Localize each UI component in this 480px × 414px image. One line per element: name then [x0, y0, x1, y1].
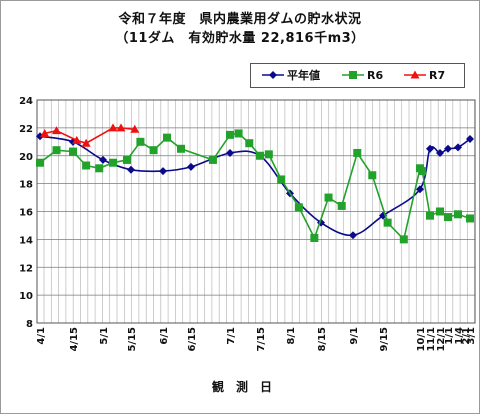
data-point — [349, 231, 357, 240]
x-tick-label: 6/1 — [159, 327, 170, 345]
data-point — [256, 151, 264, 160]
data-point — [294, 203, 303, 212]
data-point — [52, 146, 61, 155]
legend-entries: 平年値 R6 R7 — [262, 68, 445, 82]
data-point — [245, 139, 254, 148]
x-tick-label: 6/15 — [187, 327, 198, 352]
data-point — [40, 128, 50, 137]
data-point — [226, 148, 234, 157]
data-point — [399, 235, 408, 244]
data-point — [454, 210, 462, 219]
data-point — [264, 150, 273, 159]
data-point — [116, 123, 126, 132]
x-tick-label: 12/1 — [436, 327, 447, 352]
data-point — [466, 135, 474, 144]
data-point — [368, 171, 377, 180]
series-3 — [40, 123, 140, 147]
y-tick-label: 14 — [19, 235, 33, 246]
data-point — [99, 155, 107, 164]
x-tick-label: 7/15 — [256, 327, 267, 352]
data-point — [130, 124, 140, 133]
data-point — [95, 164, 104, 173]
x-tick-label: 11/1 — [426, 327, 437, 352]
x-tick-label: 9/15 — [379, 327, 390, 352]
x-tick-label: 5/15 — [127, 327, 138, 352]
y-tick-label: 12 — [19, 263, 33, 274]
y-tick-label: 18 — [19, 180, 33, 191]
data-point — [337, 201, 346, 210]
data-point — [444, 144, 452, 153]
legend-label: R7 — [429, 69, 445, 82]
x-tick-label: 2/1 — [461, 327, 472, 345]
y-tick-label: 20 — [19, 152, 33, 163]
data-point — [81, 138, 91, 147]
data-point — [187, 162, 195, 171]
data-point — [410, 70, 420, 79]
plot-border — [36, 99, 476, 324]
data-point — [310, 233, 319, 242]
y-tick-label: 10 — [19, 291, 33, 302]
data-point — [159, 167, 167, 176]
y-tick-label: 8 — [26, 319, 33, 330]
x-tick-label: 9/1 — [349, 327, 360, 345]
x-tick-label: 5/1 — [99, 327, 110, 345]
data-point — [127, 165, 135, 174]
chart-subtitle: （11ダム 有効貯水量 22,816千m3） — [115, 31, 365, 46]
chart-title: 令和７年度 県内農業用ダムの貯水状況 — [118, 12, 362, 27]
x-axis-label: 観 測 日 — [212, 379, 272, 394]
data-point — [36, 158, 44, 167]
data-point — [277, 175, 286, 184]
data-point — [426, 144, 434, 153]
data-point — [82, 161, 91, 170]
data-point — [69, 147, 77, 156]
data-point — [72, 135, 82, 144]
data-point — [163, 133, 171, 142]
x-tick-label: 1/1 — [444, 327, 455, 345]
series-2 — [36, 129, 474, 244]
x-tick-label: 4/15 — [69, 327, 80, 352]
data-point — [426, 211, 434, 220]
data-point — [436, 148, 444, 157]
legend-label: R6 — [367, 69, 383, 82]
y-tick-label: 22 — [19, 124, 33, 135]
data-point — [466, 214, 474, 223]
x-tick-label: 7/1 — [226, 327, 237, 345]
data-point — [349, 71, 357, 79]
data-point — [177, 144, 185, 153]
data-point — [444, 213, 452, 222]
data-point — [436, 207, 444, 216]
data-point — [208, 155, 217, 164]
data-point — [123, 155, 131, 164]
data-point — [52, 126, 61, 135]
data-point — [353, 148, 362, 157]
data-point — [324, 193, 333, 202]
data-point — [234, 129, 243, 138]
x-tick-label: 3/1 — [466, 327, 477, 345]
y-tick-label: 24 — [19, 96, 33, 107]
data-point — [149, 146, 158, 155]
data-point — [454, 143, 462, 152]
data-point — [418, 167, 427, 176]
x-tick-label: 10/1 — [416, 327, 427, 352]
legend-label: 平年値 — [287, 68, 320, 82]
y-tick-label: 16 — [19, 208, 33, 219]
data-point — [383, 218, 392, 227]
data-point — [109, 158, 117, 167]
x-tick-label: 8/1 — [286, 327, 297, 345]
x-tick-label: 8/15 — [317, 327, 328, 352]
data-point — [416, 185, 424, 194]
data-point — [108, 123, 118, 132]
x-tick-label: 4/1 — [36, 327, 47, 345]
x-tick-label: 1/4 — [454, 327, 465, 345]
data-point — [226, 130, 234, 139]
data-point — [136, 137, 145, 146]
data-point — [269, 71, 277, 79]
